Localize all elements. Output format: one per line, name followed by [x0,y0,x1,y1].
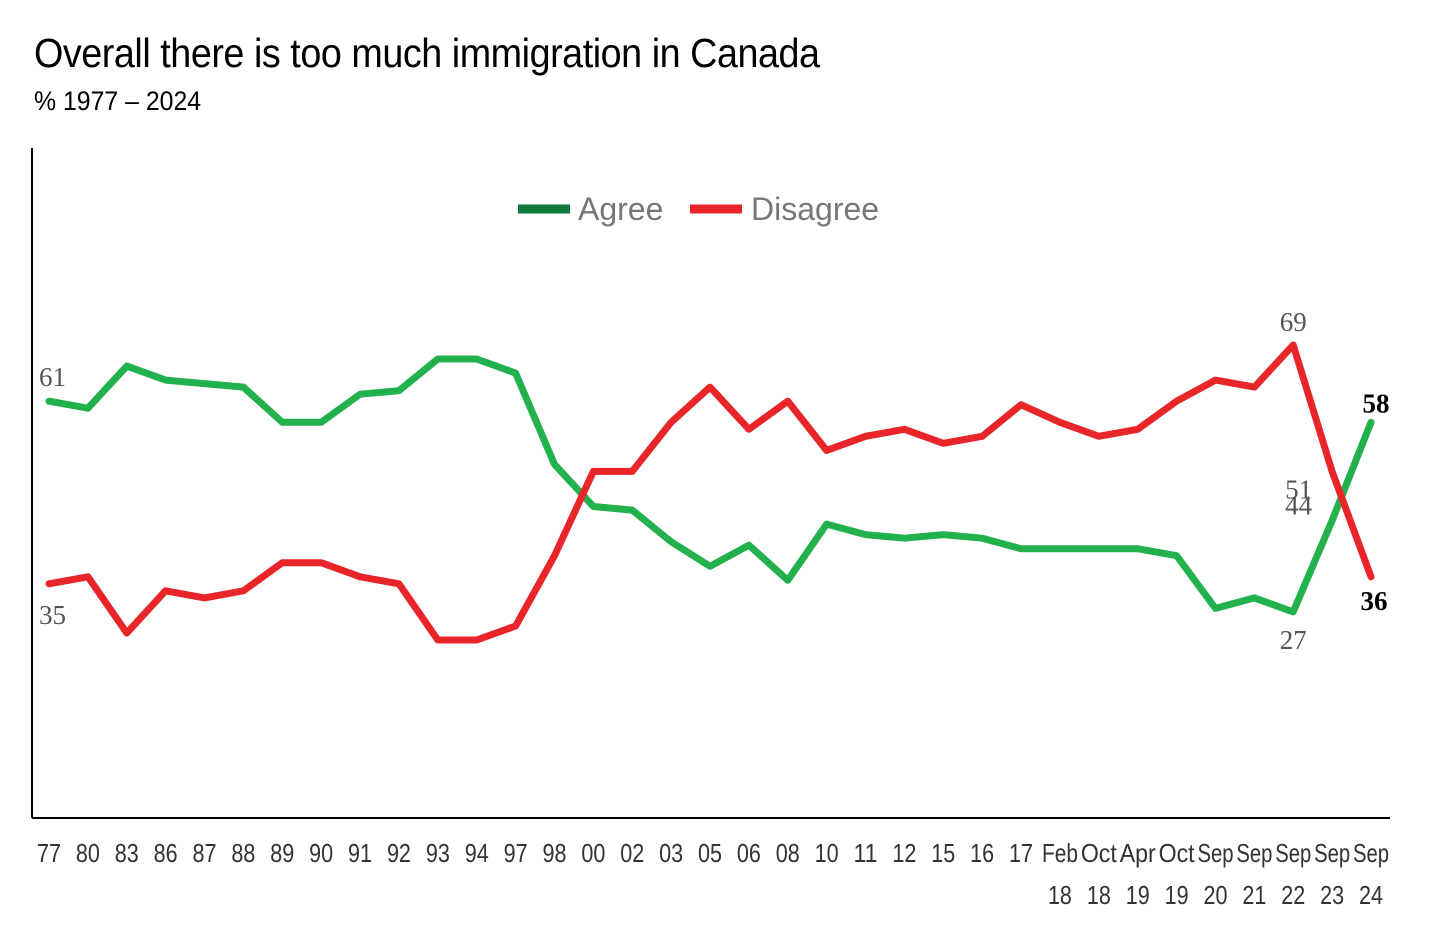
x-tick-label: 18 [1087,880,1111,910]
x-tick-label: 11 [854,838,878,868]
x-tick-label: Sep [1236,838,1272,868]
data-label-disagree-34: 36 [1361,586,1388,616]
x-tick-label: 83 [115,838,139,868]
x-tick-label: 86 [154,838,178,868]
series-line-disagree [45,341,1375,644]
x-tick-label: Oct [1159,838,1196,868]
x-tick-label: 91 [348,838,372,868]
x-tick-label: 80 [76,838,100,868]
x-tick-label: 20 [1203,880,1227,910]
series-lines [45,341,1375,644]
data-label-disagree-0: 35 [39,600,66,630]
x-tick-label: 10 [815,838,839,868]
data-label-agree-34: 58 [1363,388,1390,418]
data-label-disagree-32: 69 [1280,307,1307,337]
x-tick-label: 19 [1126,880,1150,910]
chart-title: Overall there is too much immigration in… [34,30,820,76]
x-tick-label: 94 [465,838,489,868]
legend-label-disagree: Disagree [751,191,879,227]
x-tick-labels: 77 80 83 86 87 88 89 90 91 92 93 94 97 98 00 02 03 05 06 08… [37,838,1389,910]
x-tick-label: 24 [1359,880,1383,910]
x-tick-label: Apr [1120,838,1156,868]
x-tick-label: 88 [231,838,255,868]
x-tick-label: Sep [1353,838,1389,868]
x-tick-label: 92 [387,838,411,868]
x-tick-label: 16 [970,838,994,868]
x-tick-label: 00 [581,838,605,868]
x-tick-label: 17 [1009,838,1033,868]
x-tick-label: Oct [1081,838,1118,868]
x-tick-label: Feb [1042,838,1078,868]
x-tick-label: 22 [1281,880,1305,910]
series-line-agree [45,355,1375,616]
x-tick-label: 77 [37,838,61,868]
x-tick-label: 87 [193,838,217,868]
x-tick-label: Sep [1314,838,1350,868]
x-tick-label: 23 [1320,880,1344,910]
x-tick-label: 89 [270,838,294,868]
x-tick-label: 90 [309,838,333,868]
x-tick-label: 05 [698,838,722,868]
x-tick-label: 12 [892,838,916,868]
data-label-agree-33: 44 [1285,491,1313,521]
x-tick-label: 06 [737,838,761,868]
x-tick-label: Sep [1275,838,1311,868]
data-label-agree-0: 61 [39,362,66,392]
chart-axes [31,148,1390,819]
chart-legend: Agree Disagree [518,191,879,227]
legend-label-agree: Agree [578,191,663,227]
x-tick-label: 15 [931,838,955,868]
x-tick-label: 18 [1048,880,1072,910]
x-tick-label: 98 [542,838,566,868]
chart-subtitle: % 1977 – 2024 [34,86,202,116]
x-tick-label: 08 [776,838,800,868]
x-tick-label: 02 [620,838,644,868]
x-tick-label: 03 [659,838,683,868]
x-tick-label: 21 [1242,880,1266,910]
x-tick-label: 19 [1165,880,1189,910]
x-tick-label: 93 [426,838,450,868]
x-tick-label: 97 [504,838,528,868]
data-label-agree-32: 27 [1280,625,1307,655]
data-label-disagree-33: 51 [1285,474,1312,504]
x-tick-label: Sep [1197,838,1233,868]
